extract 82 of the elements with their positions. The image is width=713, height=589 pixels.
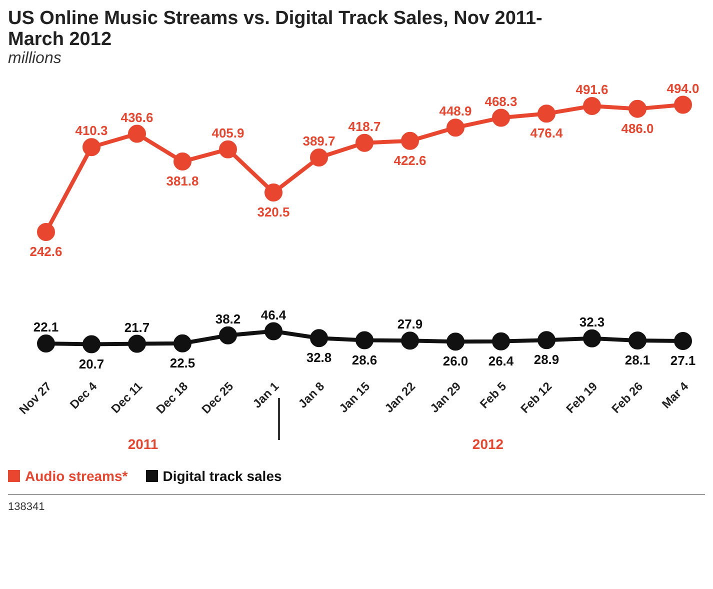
x-tick-label: Jan 29: [427, 378, 464, 416]
point: [264, 322, 282, 340]
x-tick-label: Feb 19: [563, 378, 600, 416]
point: [583, 96, 601, 115]
text: 138341: [8, 501, 46, 513]
x-tick-label: Nov 27: [16, 378, 54, 417]
point: [37, 222, 55, 241]
x-tick-label: Dec 18: [153, 378, 191, 416]
point: [492, 108, 510, 127]
data-label: 27.1: [670, 353, 696, 368]
point: [446, 332, 464, 351]
data-label: 20.7: [78, 356, 104, 372]
data-label: 494.0: [666, 80, 700, 96]
data-label: 27.9: [397, 316, 423, 332]
point: [674, 96, 692, 114]
data-label: 46.4: [260, 307, 287, 322]
chart-title: US Online Music Streams vs. Digital Track Sales, Nov 2011-March 2012: [8, 8, 544, 50]
data-label: 28.6: [352, 352, 378, 368]
data-label: 28.1: [624, 352, 650, 368]
x-tick-label: Jan 8: [296, 378, 328, 411]
data-label: 32.8: [306, 350, 332, 366]
data-label: 476.4: [530, 126, 564, 141]
data-label: 32.3: [579, 314, 605, 330]
point: [310, 148, 328, 167]
x-tick-label: Feb 5: [477, 378, 510, 412]
point: [310, 329, 328, 348]
point: [37, 334, 55, 353]
x-tick-label: Mar 4: [659, 379, 692, 412]
data-label: 381.8: [166, 174, 199, 189]
point: [674, 332, 692, 350]
chart-subtitle: millions: [8, 50, 62, 68]
point: [219, 326, 237, 344]
x-tick-label: Jan 1: [250, 378, 282, 411]
data-label: 422.6: [394, 152, 426, 168]
text: 2012: [471, 436, 505, 452]
data-label: 38.2: [215, 311, 241, 326]
point: [128, 334, 146, 353]
data-label: 28.9: [534, 352, 560, 368]
data-label: 26.0: [442, 354, 468, 369]
data-label: 26.4: [488, 353, 514, 368]
point: [82, 138, 100, 156]
x-tick-label: Dec 4: [67, 379, 100, 412]
point: [219, 140, 237, 158]
point: [82, 335, 100, 354]
data-label: 22.1: [33, 320, 59, 335]
point: [492, 332, 510, 350]
x-tick-label: Dec 11: [108, 379, 146, 416]
point: [356, 331, 374, 350]
legend-label: Audio streams*: [25, 468, 128, 484]
x-tick-label: Feb 26: [608, 378, 646, 416]
x-tick-label: Jan 22: [382, 378, 418, 416]
point: [583, 329, 601, 348]
data-label: 242.6: [30, 244, 62, 259]
point: [128, 124, 146, 143]
point: [401, 332, 419, 350]
data-label: 491.6: [576, 82, 608, 97]
data-label: 320.5: [257, 204, 290, 220]
legend-label: Digital track sales: [162, 468, 282, 484]
data-label: 486.0: [621, 120, 654, 136]
data-label: 389.7: [302, 134, 336, 149]
data-label: 418.7: [348, 118, 381, 134]
x-tick-label: Dec 25: [198, 378, 236, 416]
point: [538, 104, 556, 123]
data-label: 436.6: [120, 110, 154, 125]
point: [174, 334, 192, 352]
point: [446, 118, 464, 137]
point: [356, 134, 374, 152]
data-label: 21.7: [124, 320, 150, 335]
x-tick-label: Feb 12: [518, 378, 555, 416]
data-label: 410.3: [75, 123, 108, 138]
text: 2011: [126, 436, 160, 452]
point: [538, 331, 556, 350]
point: [628, 332, 646, 350]
point: [628, 100, 646, 118]
point: [264, 184, 282, 202]
data-label: 448.9: [439, 104, 472, 119]
point: [174, 152, 192, 171]
data-label: 405.9: [212, 125, 244, 140]
data-label: 468.3: [484, 94, 518, 109]
x-tick-label: Jan 15: [336, 378, 373, 416]
data-label: 22.5: [170, 355, 196, 370]
point: [401, 132, 419, 150]
